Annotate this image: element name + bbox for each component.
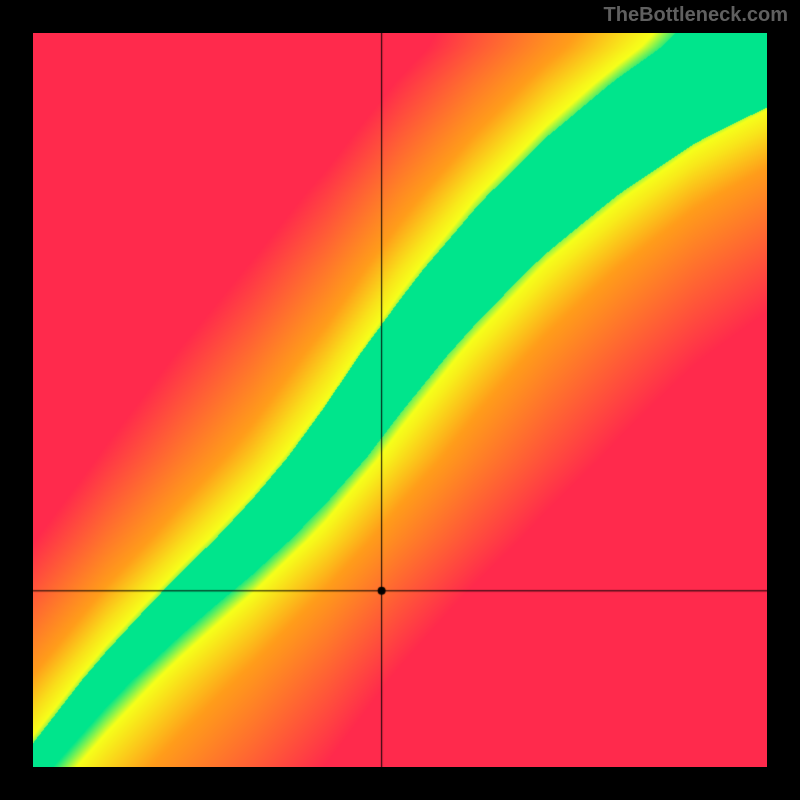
chart-container: TheBottleneck.com (0, 0, 800, 800)
attribution-text: TheBottleneck.com (604, 4, 788, 27)
heatmap-canvas (33, 33, 767, 767)
plot-area (33, 33, 767, 767)
